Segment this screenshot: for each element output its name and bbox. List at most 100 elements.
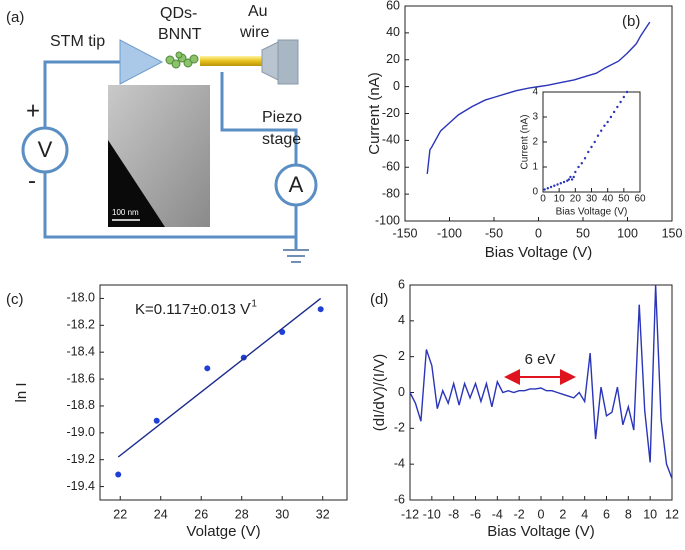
y-tick-label: -100: [375, 213, 400, 227]
y-tick-label: -18.0: [67, 291, 96, 305]
x-tick-label: 24: [154, 507, 168, 521]
y-tick-label: -6: [394, 492, 405, 506]
data-point: [569, 175, 572, 179]
label-piezo: stage: [262, 131, 301, 148]
x-tick-label: 6: [603, 507, 610, 521]
y-tick-label: -2: [394, 421, 405, 435]
data-point: [543, 188, 546, 191]
y-tick-label: -80: [382, 186, 400, 200]
y-axis-label: (dI/dV)/(I/V): [371, 354, 388, 432]
amp-symbol: A: [289, 172, 304, 197]
y-tick-label: 0: [398, 385, 405, 399]
label-piezo: Piezo: [262, 109, 302, 126]
y-tick-label: 2: [532, 137, 538, 148]
y-tick-label: 3: [532, 112, 538, 123]
data-point: [572, 175, 575, 179]
panel-label: (d): [370, 291, 388, 308]
data-point: [600, 129, 603, 132]
x-tick-label: 32: [316, 507, 330, 521]
data-point: [204, 365, 211, 372]
y-tick-label: 4: [398, 313, 405, 327]
plot-area: [409, 284, 673, 501]
label-qd: BNNT: [158, 26, 202, 43]
y-tick-label: 20: [386, 52, 400, 66]
data-point: [115, 471, 122, 478]
data-point: [553, 184, 556, 187]
au-wire: [200, 56, 264, 66]
x-tick-label: 30: [586, 194, 598, 205]
data-point: [609, 115, 613, 119]
panel-label: (a): [6, 9, 24, 26]
y-tick-label: -18.8: [67, 398, 96, 412]
plot-area: [99, 284, 348, 501]
data-line: [117, 297, 322, 458]
x-tick-label: 50: [618, 194, 630, 205]
data-point: [556, 183, 559, 186]
x-tick-label: -10: [423, 507, 441, 521]
scale-label: 100 nm: [112, 208, 139, 217]
data-point: [317, 306, 324, 313]
x-tick-label: 60: [634, 194, 646, 205]
data-point: [603, 124, 606, 127]
data-point: [612, 110, 616, 114]
y-tick-label: -18.6: [67, 371, 96, 385]
x-tick-label: 2: [559, 507, 566, 521]
y-tick-label: -19.2: [67, 452, 96, 466]
schematic: [21, 60, 318, 250]
x-tick-label: 100: [617, 226, 638, 240]
y-tick-label: 6: [398, 277, 405, 291]
x-tick-label: 0: [535, 226, 542, 240]
x-tick-label: -50: [485, 226, 503, 240]
x-tick-label: -150: [392, 226, 417, 240]
x-tick-label: 28: [235, 507, 249, 521]
y-axis-label: Current (nA): [366, 72, 383, 155]
x-tick-label: -8: [448, 507, 459, 521]
y-tick-label: 0: [393, 79, 400, 93]
annotation: K=0.117±0.013 V: [135, 301, 250, 318]
data-point: [583, 157, 587, 160]
y-axis-label: ln I: [13, 382, 30, 402]
x-tick-label: 50: [576, 226, 590, 240]
data-line: [409, 284, 673, 479]
y-tick-label: 0: [532, 187, 538, 198]
data-point: [567, 178, 571, 181]
data-line: [426, 21, 651, 175]
y-tick-label: -20: [382, 106, 400, 120]
data-point: [577, 165, 580, 169]
x-axis-label: Volatge (V): [186, 523, 260, 540]
data-point: [566, 179, 569, 182]
data-point: [590, 145, 593, 149]
x-tick-label: 0: [538, 507, 545, 521]
data-point: [549, 185, 553, 189]
x-tick-label: 22: [113, 507, 127, 521]
piezo: [261, 39, 299, 85]
y-tick-label: 40: [386, 25, 400, 39]
y-axis-label: Current (nA): [520, 114, 531, 169]
plus: +: [26, 97, 40, 124]
data-point: [606, 120, 609, 124]
x-tick-label: 150: [662, 226, 683, 240]
panel-label: (c): [6, 291, 24, 308]
volt-symbol: V: [38, 137, 53, 162]
x-tick-label: -4: [492, 507, 503, 521]
quantum-dots: [165, 51, 199, 69]
data-point: [574, 170, 577, 174]
x-tick-label: 30: [275, 507, 289, 521]
y-tick-label: 2: [398, 349, 405, 363]
data-point: [546, 187, 550, 190]
y-tick-label: 1: [532, 162, 538, 173]
label-au: wire: [239, 24, 269, 41]
label-stm: STM tip: [50, 33, 105, 50]
x-axis-label: Bias Voltage (V): [485, 244, 593, 261]
data-point: [587, 150, 590, 154]
x-tick-label: -100: [437, 226, 462, 240]
y-tick-label: -19.4: [67, 479, 96, 493]
y-tick-label: -18.4: [67, 344, 96, 358]
ground: [283, 249, 309, 263]
x-axis-label: Bias Voltage (V): [556, 207, 628, 218]
stm-tip: [119, 39, 164, 85]
y-tick-label: -4: [394, 456, 405, 470]
minus: -: [28, 167, 36, 194]
data-point: [596, 134, 600, 137]
